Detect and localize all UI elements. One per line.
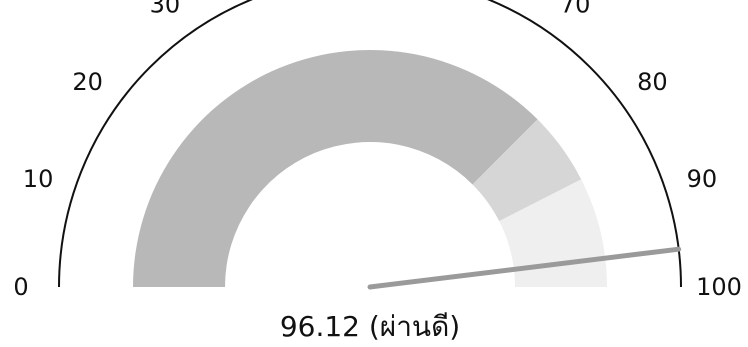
- gauge-tick-labels: 0102030405060708090100: [13, 0, 742, 301]
- gauge-value-readout: 96.12 (ผ่านดี): [280, 310, 460, 343]
- tick-label-10: 10: [23, 165, 54, 193]
- gauge-needle: [367, 246, 682, 290]
- tick-label-100: 100: [696, 273, 742, 301]
- gauge-band-2: [472, 119, 582, 222]
- gauge-bands: [133, 50, 607, 287]
- gauge-band-1: [133, 50, 538, 287]
- gauge-outer-arc: [58, 0, 682, 288]
- tick-label-30: 30: [150, 0, 181, 19]
- tick-label-0: 0: [13, 273, 28, 301]
- tick-label-80: 80: [637, 68, 668, 96]
- tick-label-70: 70: [560, 0, 591, 19]
- tick-label-20: 20: [72, 68, 103, 96]
- tick-label-90: 90: [687, 165, 718, 193]
